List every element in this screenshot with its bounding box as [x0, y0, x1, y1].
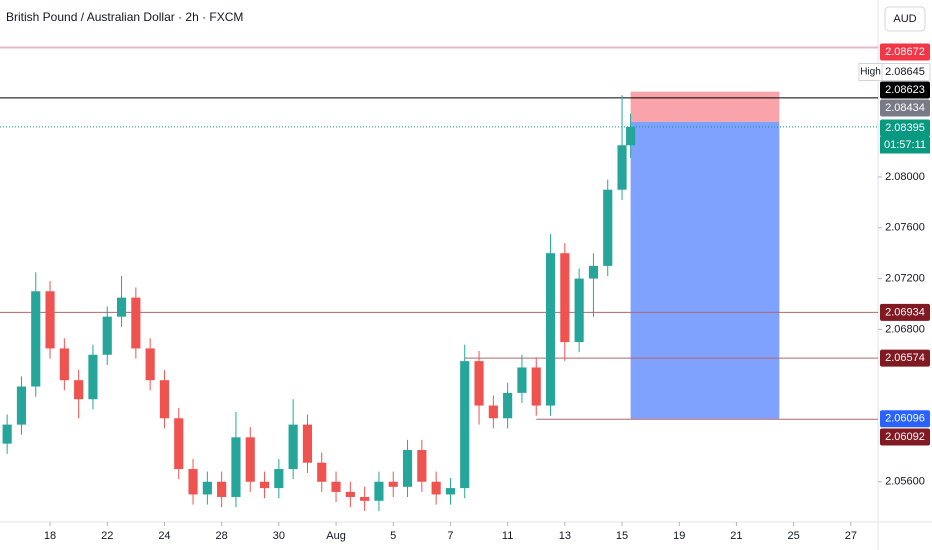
- candle-body: [574, 278, 584, 343]
- x-tick-label: 30: [273, 530, 285, 542]
- x-tick-label: 15: [616, 530, 628, 542]
- candle-body: [145, 348, 155, 381]
- candle-body: [302, 424, 313, 463]
- x-tick-label: 28: [216, 530, 228, 542]
- candle-body: [317, 462, 327, 482]
- countdown: 01:57:11: [884, 139, 926, 151]
- candle-body: [217, 481, 227, 497]
- candle-body: [360, 496, 370, 501]
- y-tick-label: 2.05600: [885, 476, 925, 488]
- currency-button[interactable]: [884, 6, 926, 32]
- currency-label[interactable]: AUD: [893, 13, 916, 25]
- candle-body: [59, 348, 69, 381]
- candle-body: [503, 392, 513, 419]
- price-label-box: [880, 43, 930, 61]
- candle-body: [517, 367, 527, 393]
- x-tick-label: 19: [673, 530, 685, 542]
- price-label: 2.08395: [885, 122, 925, 134]
- candle-body: [445, 488, 456, 495]
- candle-body: [331, 481, 341, 492]
- candle-body: [88, 354, 98, 400]
- target-zone: [630, 121, 780, 419]
- candle-body: [231, 437, 241, 497]
- price-label-box: [880, 81, 930, 99]
- candle-body: [45, 291, 55, 349]
- y-tick-label: 2.06800: [885, 323, 925, 335]
- candle-body: [245, 437, 255, 482]
- y-tick-label: 2.08000: [885, 171, 925, 183]
- x-tick-label: 22: [101, 530, 113, 542]
- candle-body: [588, 265, 599, 279]
- candle-body: [626, 126, 636, 146]
- x-tick-label: 7: [447, 530, 453, 542]
- candle-body: [431, 481, 441, 495]
- candle-body: [474, 361, 484, 406]
- candle-body: [545, 253, 556, 406]
- high-tag: High: [860, 67, 881, 78]
- candle-body: [31, 291, 41, 387]
- candle-body: [460, 361, 470, 489]
- plot: [0, 46, 878, 511]
- x-tick-label: 13: [559, 530, 571, 542]
- price-label: 2.06574: [885, 352, 925, 364]
- candle-body: [560, 253, 570, 343]
- price-label: 2.06934: [885, 306, 925, 318]
- candle-body: [288, 424, 298, 470]
- candle-body: [188, 469, 198, 495]
- price-label-box: [880, 99, 930, 117]
- candle-body: [417, 450, 427, 482]
- chart-title: British Pound / Australian Dollar · 2h ·…: [6, 10, 243, 24]
- stop-zone: [630, 91, 780, 122]
- candle-body: [603, 189, 613, 266]
- candle-body: [174, 418, 184, 470]
- candle-body: [74, 380, 84, 400]
- x-tick-label: 5: [390, 530, 396, 542]
- price-label-box: [880, 119, 930, 137]
- price-label-box: [880, 428, 930, 446]
- price-label-box: [880, 410, 930, 428]
- candle-body: [116, 297, 127, 317]
- x-tick-label: Aug: [326, 530, 346, 542]
- price-label-box: [880, 303, 930, 321]
- price-label-box: [880, 349, 930, 367]
- candle-body: [402, 450, 413, 487]
- candle-body: [102, 316, 112, 355]
- x-tick-label: 27: [845, 530, 857, 542]
- high-tag-box: [858, 63, 883, 81]
- price-label: 2.08672: [885, 46, 925, 58]
- candle-body: [488, 405, 498, 419]
- price-label: 2.08645: [885, 66, 925, 78]
- price-label: 2.08434: [885, 102, 925, 114]
- candle-body: [617, 145, 627, 190]
- price-label: 2.08623: [885, 84, 925, 96]
- candle-body: [2, 424, 12, 444]
- candle-body: [131, 297, 141, 349]
- candle-body: [531, 367, 541, 406]
- x-tick-label: 18: [44, 530, 56, 542]
- candle-body: [159, 380, 170, 419]
- y-tick-label: 2.07200: [885, 272, 925, 284]
- candle-body: [259, 481, 270, 489]
- x-tick-label: 11: [502, 530, 513, 542]
- x-tick-label: 25: [788, 530, 800, 542]
- y-tick-label: 2.07600: [885, 222, 925, 234]
- candle-body: [274, 469, 284, 489]
- candle-body: [374, 481, 384, 501]
- candle-body: [202, 481, 212, 495]
- candle-body: [16, 386, 27, 425]
- price-label: 2.06092: [885, 431, 925, 443]
- price-label: 2.06096: [885, 413, 925, 425]
- candle-body: [345, 491, 355, 497]
- x-tick-label: 21: [730, 530, 742, 542]
- x-tick-label: 24: [158, 530, 170, 542]
- countdown-box: [880, 136, 930, 154]
- candle-body: [388, 481, 398, 487]
